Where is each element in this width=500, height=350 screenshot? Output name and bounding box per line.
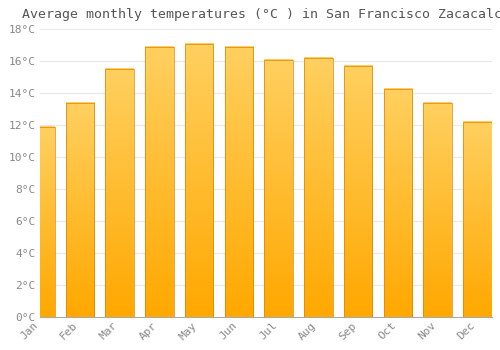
Bar [384,89,412,317]
Bar [463,122,492,317]
Bar [264,60,293,317]
Bar [145,47,174,317]
Bar [344,66,372,317]
Bar [424,103,452,317]
Bar [304,58,332,317]
Bar [224,47,253,317]
Bar [106,69,134,317]
Bar [185,44,214,317]
Bar [66,103,94,317]
Bar [26,127,54,317]
Title: Average monthly temperatures (°C ) in San Francisco Zacacalco: Average monthly temperatures (°C ) in Sa… [22,8,500,21]
